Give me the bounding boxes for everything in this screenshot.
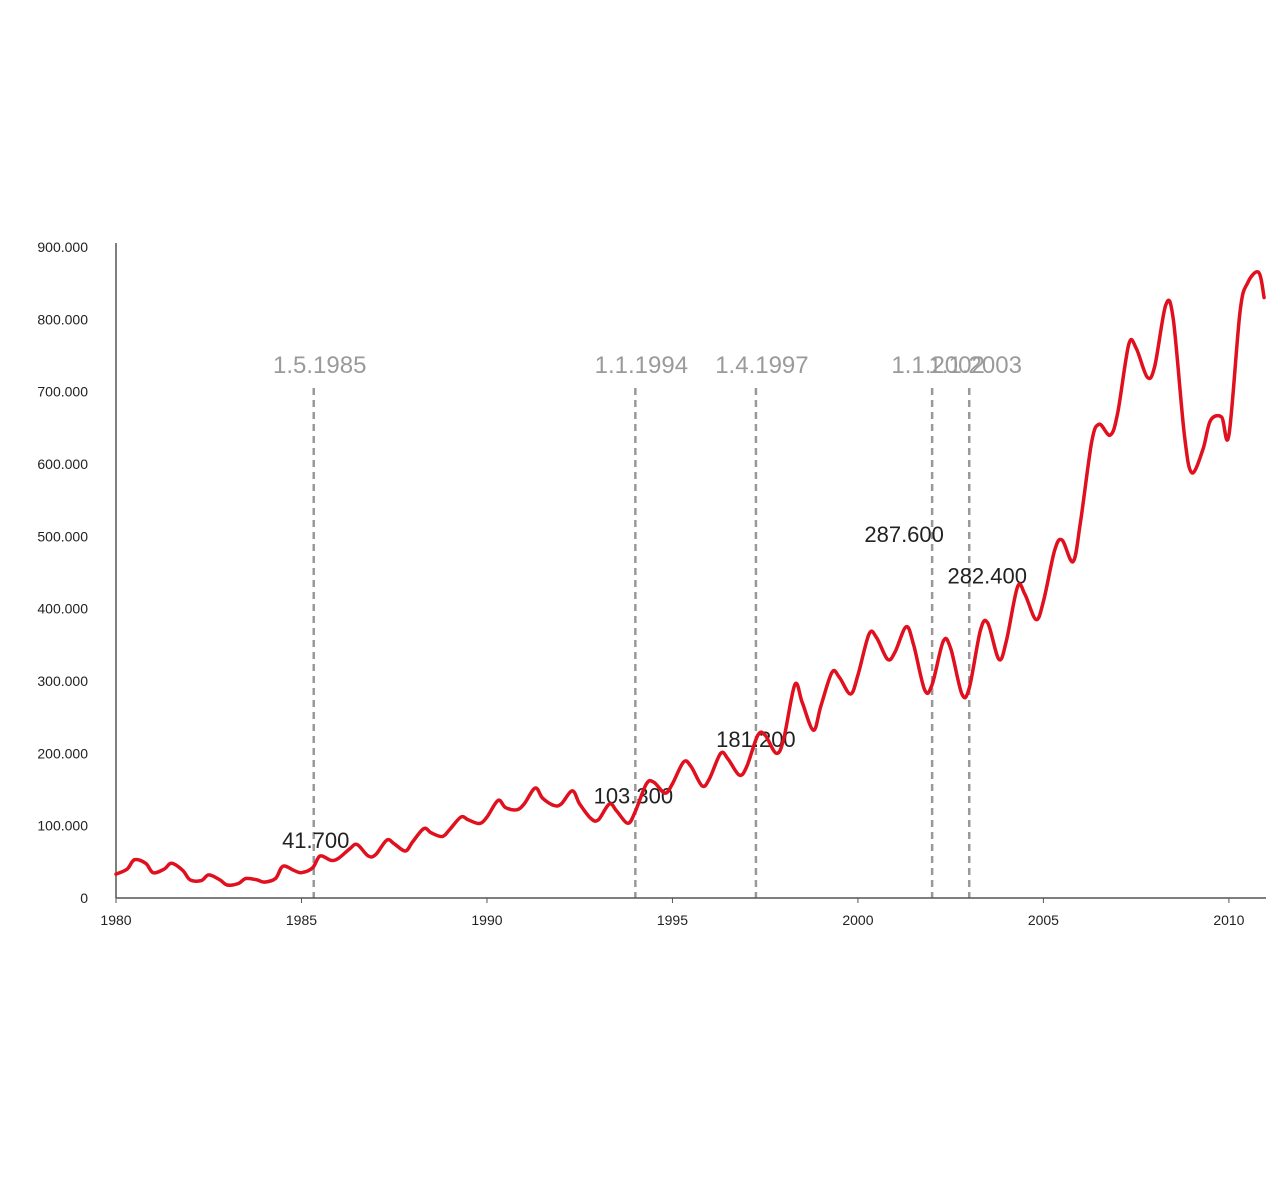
y-tick-label: 900.000 (37, 239, 88, 255)
y-tick-label: 300.000 (37, 673, 88, 689)
y-tick-label: 0 (80, 890, 88, 906)
y-axis-ticks: 0 100.000 200.000 300.000 400.000 500.000 600.… (37, 239, 88, 906)
y-tick-label: 500.000 (37, 528, 88, 544)
event-markers: 1.5.198541.7001.1.1994103.3001.4.1997181… (273, 352, 1027, 898)
event-marker-label: 1.1.2002 (891, 352, 984, 379)
x-tick-label: 1980 (100, 912, 131, 928)
event-value-label: 41.700 (282, 828, 349, 853)
y-tick-label: 800.000 (37, 311, 88, 327)
event-value-label: 282.400 (947, 564, 1027, 589)
x-axis-ticks: 1980 1985 1990 1995 2000 2005 2010 (100, 898, 1245, 928)
event-value-label: 287.600 (864, 522, 944, 547)
x-tick-label: 2000 (842, 912, 873, 928)
y-tick-label: 400.000 (37, 601, 88, 617)
event-marker-label: 1.5.1985 (273, 352, 366, 379)
series-line (114, 270, 1266, 887)
y-tick-label: 200.000 (37, 745, 88, 761)
event-marker-label: 1.1.1994 (595, 352, 688, 379)
axes (115, 243, 1266, 899)
y-tick-label: 600.000 (37, 456, 88, 472)
x-tick-label: 1990 (471, 912, 502, 928)
event-marker-label: 1.1.2003 (929, 352, 1022, 379)
x-tick-label: 2010 (1213, 912, 1244, 928)
x-tick-label: 1985 (286, 912, 317, 928)
x-tick-label: 1995 (657, 912, 688, 928)
series-layer (114, 270, 1266, 887)
y-tick-label: 700.000 (37, 384, 88, 400)
event-marker-label: 1.4.1997 (715, 352, 808, 379)
event-value-label: 103.300 (594, 783, 674, 808)
y-tick-label: 100.000 (37, 818, 88, 834)
x-tick-label: 2005 (1028, 912, 1059, 928)
